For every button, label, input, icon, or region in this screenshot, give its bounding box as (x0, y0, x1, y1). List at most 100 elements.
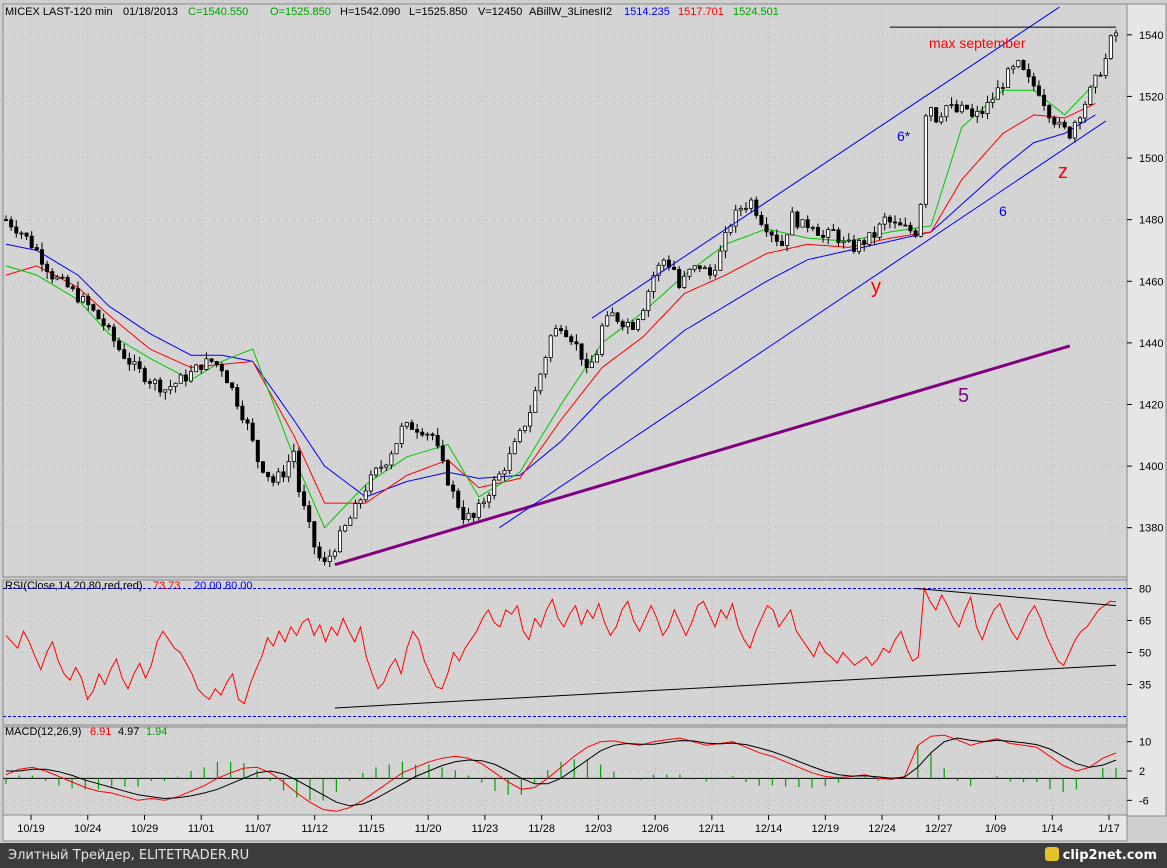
candle-body (805, 219, 810, 229)
candle-body (790, 211, 795, 236)
candle-body (65, 276, 70, 288)
candle-body (810, 227, 815, 229)
macd-value: 6.91 (90, 726, 111, 738)
high-value: H=1542.090 (340, 6, 400, 18)
candle-body (939, 116, 944, 123)
candle-body (39, 249, 44, 265)
candle-body (1062, 121, 1067, 128)
candle-body (440, 445, 445, 462)
candle-body (142, 368, 147, 382)
candle-body (368, 474, 373, 492)
candle-body (528, 412, 533, 427)
candle-body (60, 276, 65, 279)
candle-body (343, 525, 348, 532)
candle-body (358, 499, 363, 504)
candle-body (1114, 32, 1119, 37)
price-header: MICEX LAST-120 min 01/18/2013 C=1540.550… (5, 6, 779, 18)
candle-body (50, 271, 55, 280)
candle-body (111, 326, 116, 342)
time-tick-label: 11/20 (415, 823, 442, 835)
candle-body (81, 296, 86, 303)
candle-body (512, 441, 517, 455)
date-label: 01/18/2013 (123, 6, 178, 18)
macd-label: MACD(12,26,9) (5, 726, 81, 738)
candle-body (137, 361, 142, 369)
candle-body (281, 471, 286, 478)
candle-body (101, 318, 106, 326)
macd-tick-label: -6 (1139, 795, 1149, 807)
close-value: C=1540.550 (188, 6, 248, 18)
candle-body (543, 357, 548, 375)
price-tick-label: 1500 (1139, 153, 1163, 165)
open-value: O=1525.850 (270, 6, 331, 18)
candle-body (286, 461, 291, 478)
candle-body (641, 310, 646, 320)
candle-body (29, 235, 34, 248)
candle-body (224, 370, 229, 384)
candle-body (605, 315, 610, 327)
candle-body (718, 250, 723, 271)
volume-value: V=12450 (478, 6, 522, 18)
brand-label: clip2net.com (1062, 848, 1157, 863)
low-value: L=1525.850 (409, 6, 467, 18)
time-tick-label: 12/14 (755, 823, 783, 835)
candle-body (209, 358, 214, 362)
time-tick-label: 11/28 (528, 823, 555, 835)
trend-5-label: 5 (958, 385, 969, 407)
candle-body (1021, 60, 1026, 71)
candle-body (332, 551, 337, 557)
candle-body (271, 476, 276, 483)
indicator-green-value: 1524.501 (733, 6, 779, 18)
candle-body (744, 207, 749, 210)
candle-body (548, 335, 553, 358)
price-tick-label: 1480 (1139, 215, 1163, 227)
clip2net-brand[interactable]: clip2net.com (1044, 843, 1157, 868)
candle-body (420, 431, 425, 436)
channel-upper-line (591, 6, 1060, 319)
candle-body (759, 215, 764, 226)
price-tick-label: 1400 (1139, 461, 1163, 473)
chart-canvas[interactable]: MICEX LAST-120 min 01/18/2013 C=1540.550… (0, 0, 1167, 843)
candle-body (230, 382, 235, 388)
candle-body (122, 349, 127, 359)
price-tick-label: 1380 (1139, 523, 1163, 535)
indicator-name: ABillW_3LinesII2 (529, 6, 612, 18)
candle-body (173, 382, 178, 387)
candle-body (600, 325, 605, 355)
time-tick-label: 12/06 (641, 823, 669, 835)
candle-body (1072, 121, 1077, 139)
candle-body (713, 269, 718, 276)
candle-body (91, 304, 96, 311)
candle-body (677, 269, 682, 288)
candle-body (235, 387, 240, 407)
candle-body (995, 87, 1000, 100)
rsi-line (5, 586, 1117, 705)
channel-lower-line (499, 120, 1107, 529)
macd-header: MACD(12,26,9) 6.91 4.97 1.94 (5, 726, 167, 738)
max-september-label: max september (929, 35, 1026, 51)
indicator-blue-value: 1514.235 (624, 6, 670, 18)
candle-body (918, 203, 923, 237)
candle-body (929, 107, 934, 117)
candle-body (96, 309, 101, 320)
time-tick-label: 11/15 (358, 823, 385, 835)
candle-body (492, 479, 497, 496)
candle-body (45, 263, 50, 272)
candle-body (487, 494, 492, 503)
candle-body (723, 231, 728, 252)
candle-body (307, 505, 312, 523)
candle-body (821, 235, 826, 238)
candle-body (327, 555, 332, 562)
candle-body (1042, 94, 1047, 106)
candle-body (19, 232, 24, 235)
candle-body (276, 471, 281, 483)
rsi-low-level: 20.00 (194, 580, 222, 592)
price-tick-label: 1540 (1139, 30, 1163, 42)
time-tick-label: 11/01 (188, 823, 215, 835)
candle-body (466, 512, 471, 520)
candle-body (147, 381, 152, 384)
candle-body (949, 104, 954, 106)
time-tick-label: 1/14 (1042, 823, 1063, 835)
time-tick-label: 12/19 (812, 823, 840, 835)
